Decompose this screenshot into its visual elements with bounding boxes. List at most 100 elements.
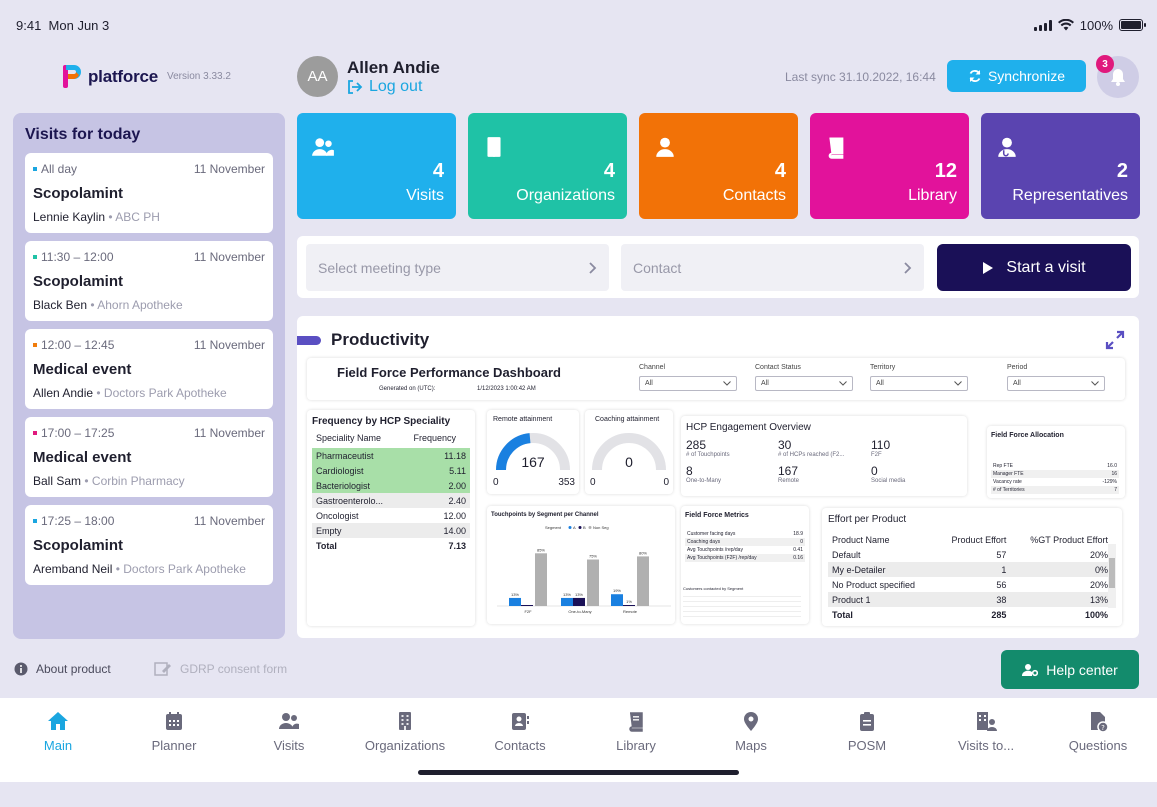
visit-card[interactable]: 17:00 – 17:25 11 November Medical event …	[25, 417, 273, 497]
home-icon	[47, 710, 69, 732]
segment-mini-table	[683, 592, 801, 618]
table-row: Cardiologist 5.11	[312, 463, 470, 478]
effort-scrollbar[interactable]	[1108, 544, 1116, 608]
meeting-type-select[interactable]: Select meeting type	[306, 244, 609, 291]
calendar-icon	[163, 710, 185, 732]
visit-color-dot	[33, 343, 37, 347]
building-icon	[482, 135, 506, 157]
visit-name: Scopolamint	[33, 273, 124, 290]
generated-value: 1/12/2023 1:00:42 AM	[477, 386, 536, 392]
bar-data-label: 75%	[589, 554, 597, 559]
battery-percent: 100%	[1079, 17, 1113, 33]
bar-data-label: 13%	[575, 592, 583, 597]
touchpoints-bar-chart: Segment A B Non Seg 13% 85% F2F 13% 13% 75% One-to…	[497, 525, 671, 614]
start-visit-button[interactable]: Start a visit	[937, 244, 1131, 291]
notifications-button[interactable]: 3	[1096, 55, 1139, 98]
user-gear-icon	[1022, 663, 1039, 676]
tab-organizations[interactable]: Organizations	[355, 710, 455, 753]
chevron-down-icon	[1091, 381, 1099, 386]
table-row: Default 57 20%	[832, 549, 1108, 560]
visit-time: 17:25 – 18:00	[33, 514, 265, 528]
bar	[587, 559, 599, 606]
tile-count: 4	[774, 160, 786, 182]
tab-posm[interactable]: POSM	[817, 710, 917, 753]
allocation-card: Field Force Allocation Rep FTE 16.0 Manage…	[987, 426, 1125, 498]
tile-library[interactable]: 12 Library	[810, 113, 969, 219]
platforce-logo-icon	[63, 65, 81, 88]
filter-channel[interactable]: Channel All	[639, 364, 737, 391]
tab-visits[interactable]: Visits	[239, 710, 339, 753]
filter-dropdown[interactable]: All	[1007, 376, 1105, 391]
engagement-metric: 8 One-to-Many	[686, 464, 722, 484]
notification-badge: 3	[1096, 55, 1114, 73]
tile-count: 2	[1116, 160, 1128, 182]
legend-label: Non Seg	[593, 525, 609, 530]
tab-visits-to[interactable]: Visits to...	[936, 710, 1036, 753]
visit-time: All day	[33, 162, 265, 176]
avatar[interactable]: AA	[297, 56, 338, 97]
about-product-link[interactable]: About product	[14, 662, 111, 676]
tab-questions[interactable]: ? Questions	[1048, 710, 1148, 753]
filter-territory[interactable]: Territory All	[870, 364, 968, 391]
bar-data-label: 80%	[639, 550, 647, 555]
tile-representatives[interactable]: 2 Representatives	[981, 113, 1140, 219]
engagement-metric: 30 # of HCPs reached (F2...	[778, 438, 845, 458]
bell-icon	[1111, 69, 1125, 86]
visits-for-today-panel: Visits for today All day 11 November Sco…	[13, 113, 285, 639]
tile-contacts[interactable]: 4 Contacts	[639, 113, 798, 219]
last-sync-label: Last sync 31.10.2022, 16:44	[785, 70, 936, 84]
help-center-button[interactable]: Help center	[1001, 650, 1139, 689]
visit-card[interactable]: 12:00 – 12:45 11 November Medical event …	[25, 329, 273, 409]
bar-data-label: 13%	[511, 592, 519, 597]
tile-label: Representatives	[1012, 187, 1128, 204]
visit-name: Scopolamint	[33, 537, 124, 554]
table-row: My e-Detailer 1 0%	[828, 562, 1112, 577]
dashboard-title: Field Force Performance Dashboard	[337, 365, 561, 380]
expand-icon[interactable]	[1105, 330, 1125, 350]
book-icon	[625, 710, 647, 732]
table-row: Total 285 100%	[832, 609, 1108, 620]
filter-dropdown[interactable]: All	[755, 376, 853, 391]
gdpr-consent-link[interactable]: GDRP consent form	[154, 662, 287, 676]
contact-select[interactable]: Contact	[621, 244, 924, 291]
tile-visits[interactable]: 4 Visits	[297, 113, 456, 219]
filter-dropdown[interactable]: All	[870, 376, 968, 391]
bar	[623, 605, 635, 606]
tab-maps[interactable]: Maps	[701, 710, 801, 753]
users-icon	[311, 135, 335, 157]
visit-color-dot	[33, 431, 37, 435]
visit-date: 11 November	[193, 250, 265, 264]
tab-contacts[interactable]: Contacts	[470, 710, 570, 753]
chevron-down-icon	[723, 381, 731, 386]
clipboard-icon	[856, 710, 878, 732]
bar-data-label: 85%	[537, 547, 545, 552]
legend-label: B	[583, 525, 586, 530]
logout-button[interactable]: Log out	[347, 78, 422, 96]
tile-label: Contacts	[722, 187, 786, 204]
list-item: Rep FTE 16.0	[991, 462, 1119, 470]
book-icon	[824, 135, 848, 159]
filter-dropdown[interactable]: All	[639, 376, 737, 391]
filter-contact-status[interactable]: Contact Status All	[755, 364, 853, 391]
filter-period[interactable]: Period All	[1007, 364, 1105, 391]
tab-library[interactable]: Library	[586, 710, 686, 753]
visit-card[interactable]: All day 11 November Scopolamint Lennie K…	[25, 153, 273, 233]
visit-card[interactable]: 11:30 – 12:00 11 November Scopolamint Bl…	[25, 241, 273, 321]
list-item: Coaching days 0	[685, 538, 805, 546]
tile-organizations[interactable]: 4 Organizations	[468, 113, 627, 219]
legend-swatch	[588, 526, 592, 529]
visit-time: 17:00 – 17:25	[33, 426, 265, 440]
version-label: Version 3.33.2	[167, 71, 231, 82]
list-item: Avg Touchpoints (F2F) /rep/day 0.16	[685, 554, 805, 562]
table-row: Pharmaceutist 11.18	[312, 448, 470, 463]
tile-label: Library	[908, 187, 957, 204]
tab-planner[interactable]: Planner	[124, 710, 224, 753]
tab-main[interactable]: Main	[8, 710, 108, 753]
table-row: Product 1 38 13%	[828, 592, 1112, 607]
visit-date: 11 November	[193, 338, 265, 352]
bar-data-label: 19%	[613, 588, 621, 593]
table-row: Empty 14.00	[312, 523, 470, 538]
visit-card[interactable]: 17:25 – 18:00 11 November Scopolamint Ar…	[25, 505, 273, 585]
tile-label: Organizations	[516, 187, 615, 204]
synchronize-button[interactable]: Synchronize	[947, 60, 1086, 92]
